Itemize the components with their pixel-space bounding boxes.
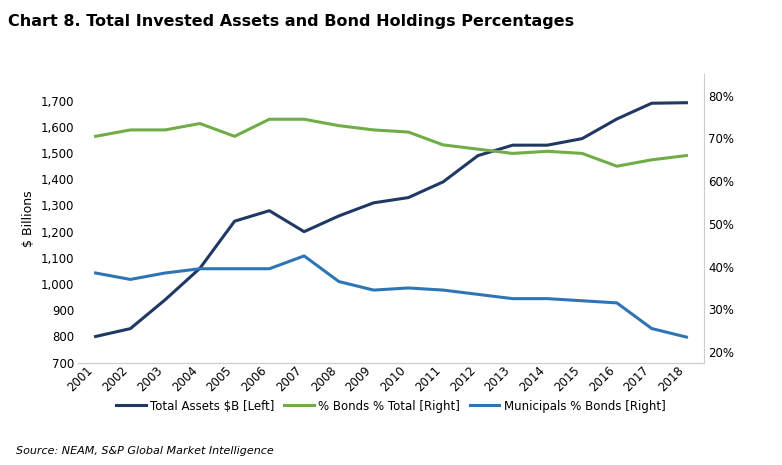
Y-axis label: $ Billions: $ Billions: [22, 190, 35, 247]
Text: Source: NEAM, S&P Global Market Intelligence: Source: NEAM, S&P Global Market Intellig…: [16, 445, 274, 456]
Text: Chart 8. Total Invested Assets and Bond Holdings Percentages: Chart 8. Total Invested Assets and Bond …: [8, 14, 574, 29]
Legend: Total Assets $B [Left], % Bonds % Total [Right], Municipals % Bonds [Right]: Total Assets $B [Left], % Bonds % Total …: [112, 395, 670, 417]
